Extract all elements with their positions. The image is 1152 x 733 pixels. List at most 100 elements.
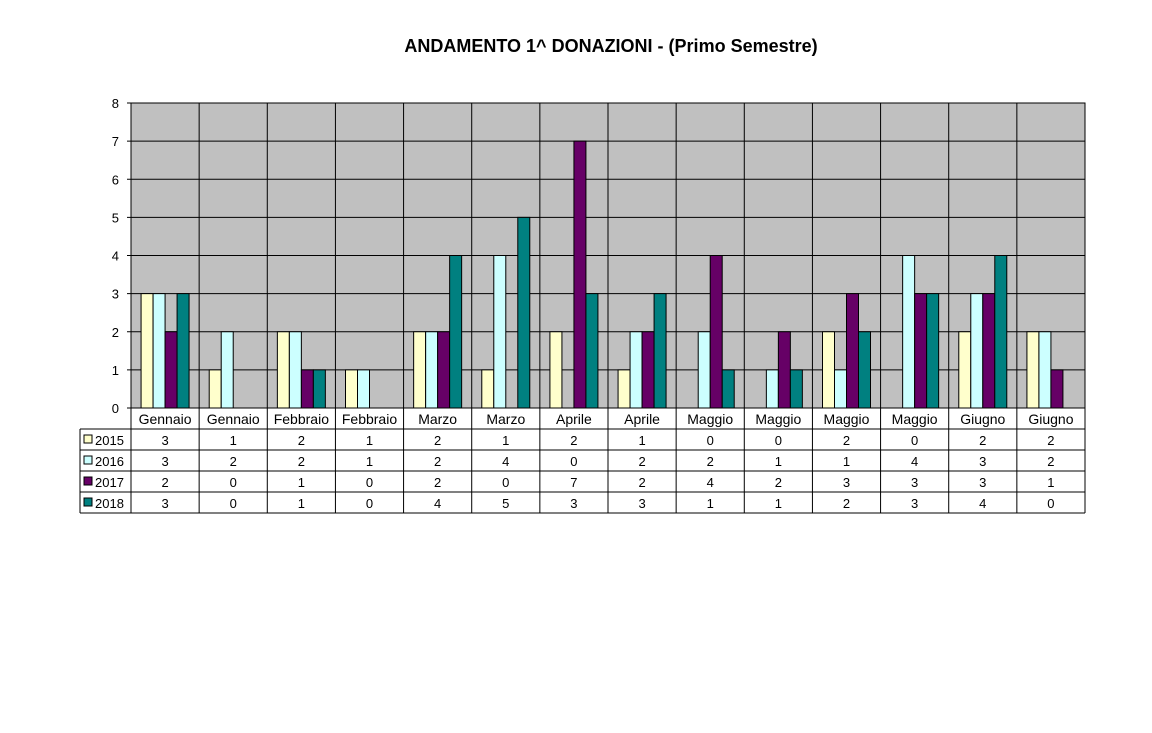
bar-2015-1 [140, 293, 154, 409]
data-label-2015-14: 2 [1047, 433, 1054, 448]
data-label-2016-12: 4 [911, 454, 918, 469]
data-label-2018-14: 0 [1047, 496, 1054, 511]
bar-2016-6 [493, 255, 507, 409]
data-label-2017-1: 2 [161, 475, 168, 490]
bar-2016-3 [288, 331, 302, 409]
bar-2015-11 [822, 331, 835, 409]
bar-2017-3 [300, 369, 314, 409]
data-label-2016-2: 2 [230, 454, 237, 469]
bar-2015-14 [1026, 331, 1040, 409]
data-label-2016-8: 2 [638, 454, 645, 469]
data-label-2017-12: 3 [911, 475, 918, 490]
data-label-2018-9: 1 [707, 496, 714, 511]
data-label-2016-1: 3 [161, 454, 168, 469]
x-tick-label: Maggio [755, 411, 801, 427]
data-label-2017-5: 2 [434, 475, 441, 490]
data-label-2018-11: 2 [843, 496, 850, 511]
y-tick-label: 1 [112, 363, 119, 378]
data-label-2016-9: 2 [707, 454, 714, 469]
legend-swatch-2016 [83, 455, 93, 465]
legend-label-2016: 2016 [95, 454, 124, 469]
y-tick-label: 7 [112, 134, 119, 149]
y-tick-label: 2 [112, 325, 119, 340]
y-tick-label: 8 [112, 96, 119, 111]
data-label-2016-10: 1 [775, 454, 782, 469]
x-tick-label: Gennaio [139, 411, 192, 427]
bar-2015-7 [549, 331, 563, 409]
bar-2015-6 [481, 369, 495, 409]
bar-2016-11 [834, 369, 847, 409]
bar-2016-9 [697, 331, 711, 409]
data-label-2015-3: 2 [298, 433, 305, 448]
data-label-2018-8: 3 [638, 496, 645, 511]
x-tick-label: Giugno [1028, 411, 1073, 427]
bar-2017-11 [846, 293, 859, 409]
bar-2018-3 [312, 369, 326, 409]
bar-2017-9 [709, 255, 723, 409]
x-tick-label: Febbraio [274, 411, 329, 427]
data-label-2015-12: 0 [911, 433, 918, 448]
data-label-2017-3: 1 [298, 475, 305, 490]
x-tick-label: Marzo [486, 411, 525, 427]
data-label-2016-13: 3 [979, 454, 986, 469]
bar-2015-2 [208, 369, 222, 409]
x-tick-label: Aprile [556, 411, 592, 427]
bar-2016-13 [970, 293, 984, 409]
x-tick-label: Febbraio [342, 411, 397, 427]
x-tick-label: Gennaio [207, 411, 260, 427]
data-label-2017-11: 3 [843, 475, 850, 490]
data-label-2016-11: 1 [843, 454, 850, 469]
data-label-2018-4: 0 [366, 496, 373, 511]
data-label-2017-2: 0 [230, 475, 237, 490]
bar-2018-6 [517, 216, 531, 409]
bar-2017-5 [437, 331, 451, 409]
bar-2017-13 [982, 293, 996, 409]
bar-2016-10 [765, 369, 779, 409]
y-tick-label: 4 [112, 249, 119, 264]
legend-label-2015: 2015 [95, 433, 124, 448]
bar-2015-5 [413, 331, 427, 409]
bar-2015-13 [958, 331, 972, 409]
bar-2017-7 [573, 140, 587, 409]
legend-label-2017: 2017 [95, 475, 124, 490]
data-label-2018-5: 4 [434, 496, 441, 511]
bar-2017-10 [777, 331, 791, 409]
data-label-2018-2: 0 [230, 496, 237, 511]
data-label-2018-6: 5 [502, 496, 509, 511]
data-label-2015-11: 2 [843, 433, 850, 448]
data-label-2017-7: 7 [570, 475, 577, 490]
data-label-2015-1: 3 [161, 433, 168, 448]
data-label-2016-3: 2 [298, 454, 305, 469]
data-label-2017-6: 0 [502, 475, 509, 490]
bar-2018-1 [176, 293, 190, 409]
bar-2017-12 [914, 293, 928, 409]
data-label-2016-14: 2 [1047, 454, 1054, 469]
data-label-2015-7: 2 [570, 433, 577, 448]
x-tick-label: Maggio [687, 411, 733, 427]
chart-title: ANDAMENTO 1^ DONAZIONI - (Primo Semestre… [404, 36, 818, 56]
y-tick-label: 6 [112, 172, 119, 187]
legend-swatch-2015 [83, 434, 93, 444]
x-tick-label: Maggio [892, 411, 938, 427]
data-label-2015-4: 1 [366, 433, 373, 448]
data-label-2015-6: 1 [502, 433, 509, 448]
x-tick-label: Maggio [824, 411, 870, 427]
bar-2016-5 [425, 331, 439, 409]
bar-2016-8 [629, 331, 643, 409]
legend-label-2018: 2018 [95, 496, 124, 511]
data-label-2018-13: 4 [979, 496, 986, 511]
legend-swatch-2018 [83, 497, 93, 507]
y-tick-label: 5 [112, 210, 119, 225]
data-label-2017-13: 3 [979, 475, 986, 490]
data-label-2015-8: 1 [638, 433, 645, 448]
bar-2016-4 [357, 369, 370, 409]
data-label-2018-10: 1 [775, 496, 782, 511]
data-label-2016-6: 4 [502, 454, 509, 469]
bar-2018-7 [585, 293, 599, 409]
data-label-2017-4: 0 [366, 475, 373, 490]
bar-2017-14 [1050, 369, 1064, 409]
legend-swatch-2017 [83, 476, 93, 486]
bar-2018-5 [449, 255, 463, 409]
data-label-2018-1: 3 [161, 496, 168, 511]
